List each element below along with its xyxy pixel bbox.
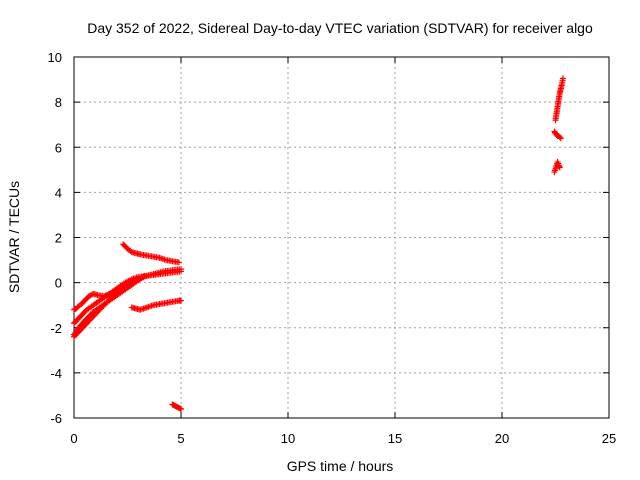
grid: [74, 57, 609, 418]
x-tick-label: 5: [177, 431, 184, 446]
y-tick-label: -6: [50, 411, 62, 426]
y-tick-label: 6: [55, 140, 62, 155]
data-point: [557, 135, 564, 142]
series-arc-f: [128, 297, 184, 313]
axis-ticks: 0 5 10 15 20 25 -6 -4 -2 0 2 4 6 8 10: [48, 50, 617, 446]
data-point: [115, 288, 122, 295]
data-point: [556, 164, 563, 171]
series-arc-c: [71, 268, 184, 327]
y-axis-label: SDTVAR / TECUs: [6, 181, 22, 293]
y-tick-label: 2: [55, 231, 62, 246]
x-tick-label: 25: [602, 431, 616, 446]
series-arc-i: [551, 128, 564, 142]
series-arc-d: [71, 288, 122, 340]
x-tick-label: 10: [281, 431, 295, 446]
y-tick-label: -4: [50, 366, 62, 381]
x-tick-label: 15: [388, 431, 402, 446]
x-axis-label: GPS time / hours: [287, 458, 394, 474]
x-tick-label: 20: [495, 431, 509, 446]
series-arc-g: [169, 401, 184, 412]
data-point: [175, 259, 182, 266]
chart-title: Day 352 of 2022, Sidereal Day-to-day VTE…: [87, 20, 593, 36]
x-tick-label: 0: [70, 431, 77, 446]
y-tick-label: 8: [55, 95, 62, 110]
series-arc-j: [551, 158, 563, 176]
data-point: [178, 405, 184, 412]
data-points: [71, 75, 566, 412]
data-point: [178, 297, 184, 304]
y-tick-label: -2: [50, 321, 62, 336]
y-tick-label: 0: [55, 276, 62, 291]
series-arc-e: [120, 241, 182, 266]
data-point: [559, 75, 566, 82]
data-point: [556, 134, 563, 141]
series-arc-h: [552, 75, 566, 124]
y-tick-label: 10: [48, 50, 62, 65]
data-point: [178, 268, 184, 275]
y-tick-label: 4: [55, 185, 62, 200]
